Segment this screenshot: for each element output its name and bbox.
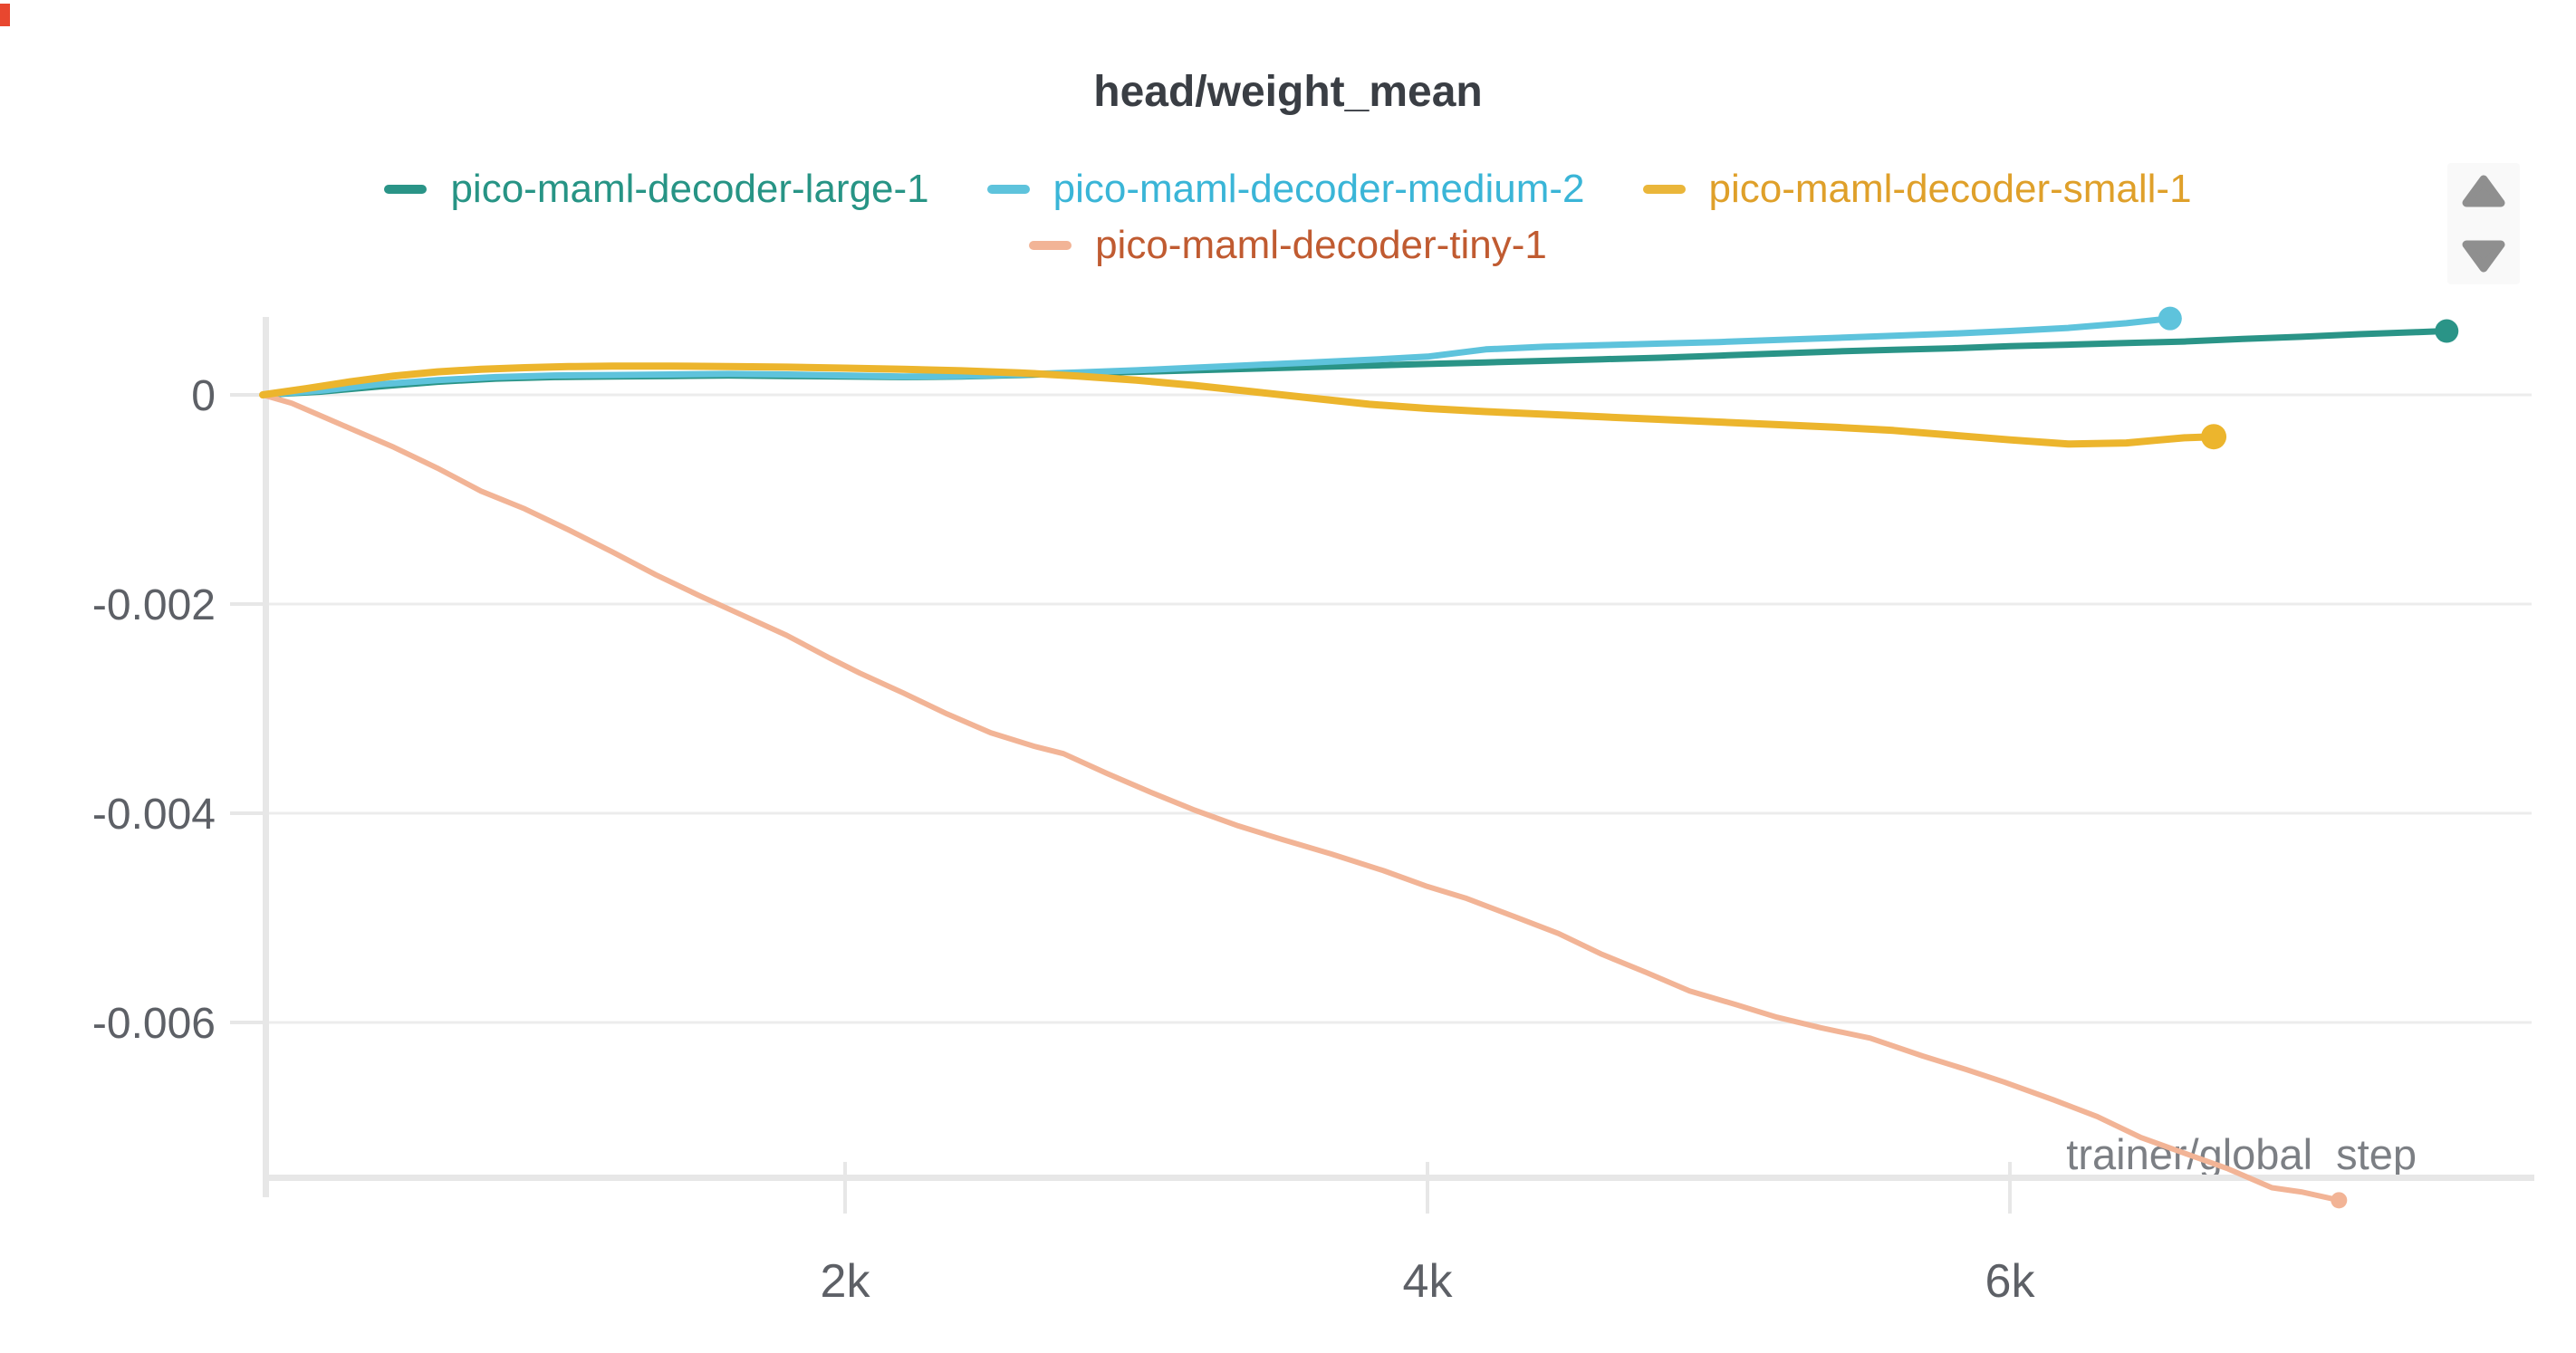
x-tick-label-1: 4k [1403,1255,1454,1308]
scroll-down-button[interactable] [2461,237,2506,273]
y-tick-label-1: -0.002 [92,581,216,629]
legend-item-tiny[interactable]: pico-maml-decoder-tiny-1 [1029,223,1547,268]
chart-title: head/weight_mean [1093,68,1483,116]
series-layer [259,306,2459,1209]
legend-label-medium: pico-maml-decoder-medium-2 [1053,167,1585,211]
legend-row-2: pico-maml-decoder-tiny-1 [0,217,2576,273]
y-axis-line [263,317,269,1197]
grid-layer [269,393,2532,1024]
x-axis-label: trainer/global_step [2066,1130,2417,1178]
legend-item-small[interactable]: pico-maml-decoder-small-1 [1642,167,2192,212]
legend-swatch-medium [986,185,1030,194]
corner-marker [0,4,10,26]
axis-layer: 0 -0.002 -0.004 -0.006 2k 4k 6k [92,317,2534,1308]
panel-pager [2447,163,2520,284]
series-end-dot-pico-maml-decoder-medium-2 [2158,306,2182,331]
triangle-up-icon [2462,175,2505,207]
x-axis-line [263,1175,2534,1181]
legend-item-large[interactable]: pico-maml-decoder-large-1 [384,167,929,212]
series-end-dot-pico-maml-decoder-tiny-1 [2331,1192,2348,1209]
y-tick-label-0: 0 [191,372,216,420]
legend-row-1: pico-maml-decoder-large-1 pico-maml-deco… [0,161,2576,217]
legend-swatch-tiny [1029,241,1072,250]
x-tick-label-2: 6k [1985,1255,2036,1308]
y-tick-label-3: -0.006 [92,1000,216,1048]
legend-label-tiny: pico-maml-decoder-tiny-1 [1095,223,1547,267]
legend-swatch-large [384,185,428,194]
series-line-pico-maml-decoder-tiny-1 [260,392,2342,1204]
legend-label-small: pico-maml-decoder-small-1 [1708,167,2192,211]
triangle-down-icon [2462,240,2505,273]
series-line-pico-maml-decoder-medium-2 [259,315,2174,398]
x-tick-label-0: 2k [821,1255,871,1308]
legend: pico-maml-decoder-large-1 pico-maml-deco… [0,161,2576,273]
legend-swatch-small [1642,185,1686,194]
series-end-dot-pico-maml-decoder-large-1 [2435,319,2459,343]
scroll-up-button[interactable] [2461,174,2506,210]
legend-label-large: pico-maml-decoder-large-1 [450,167,929,211]
legend-item-medium[interactable]: pico-maml-decoder-medium-2 [986,167,1585,212]
series-line-pico-maml-decoder-small-1 [259,362,2218,448]
y-tick-label-2: -0.004 [92,791,216,839]
plot-area[interactable] [269,315,2533,1177]
series-end-dot-pico-maml-decoder-small-1 [2201,424,2227,450]
